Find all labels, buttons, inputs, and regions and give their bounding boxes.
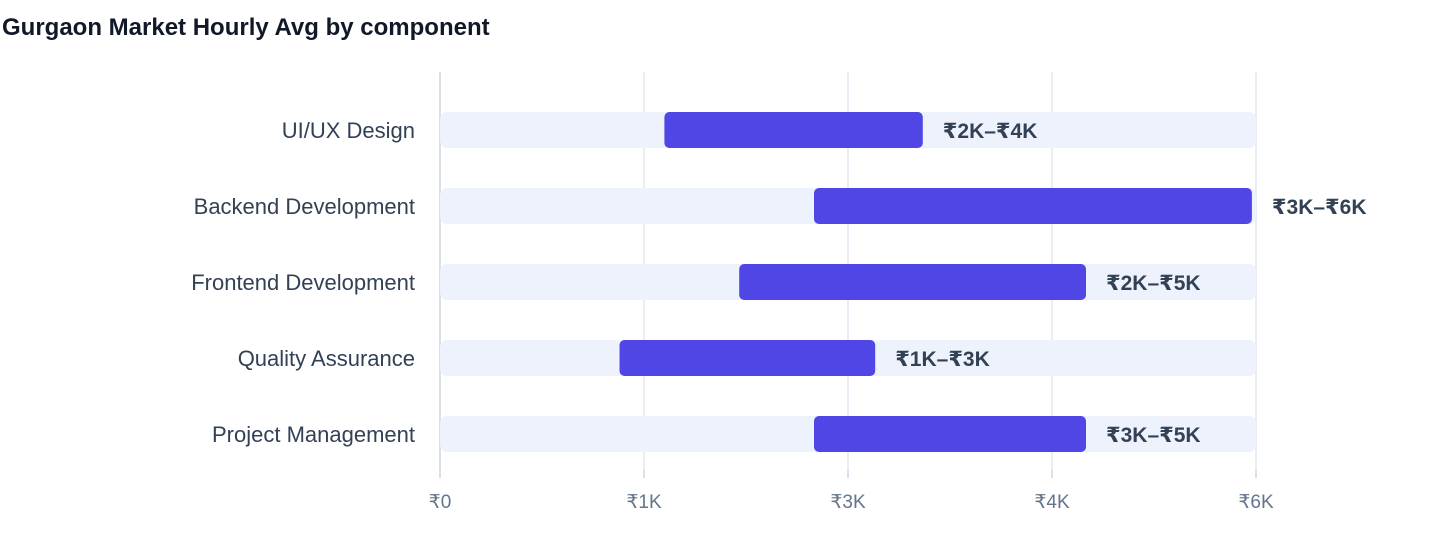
range-bar bbox=[814, 188, 1252, 224]
value-label: ₹3K–₹6K bbox=[1272, 196, 1367, 219]
category-label: Quality Assurance bbox=[238, 346, 415, 371]
chart-title: Gurgaon Market Hourly Avg by component bbox=[2, 14, 490, 41]
range-bar bbox=[739, 264, 1086, 300]
range-bar bbox=[664, 112, 923, 148]
x-tick-label: ₹6K bbox=[1238, 492, 1274, 513]
category-label: Frontend Development bbox=[191, 270, 415, 295]
value-label: ₹3K–₹5K bbox=[1106, 424, 1201, 447]
category-label: Project Management bbox=[212, 422, 415, 447]
x-tick-label: ₹4K bbox=[1034, 492, 1070, 513]
bar-layer bbox=[619, 112, 1252, 452]
value-label: ₹2K–₹5K bbox=[1106, 272, 1201, 295]
category-label: UI/UX Design bbox=[282, 118, 415, 143]
value-label: ₹1K–₹3K bbox=[895, 348, 990, 371]
x-tick-label: ₹3K bbox=[830, 492, 866, 513]
value-label: ₹2K–₹4K bbox=[943, 120, 1038, 143]
range-bar bbox=[619, 340, 876, 376]
category-label: Backend Development bbox=[194, 194, 415, 219]
x-tick-label: ₹0 bbox=[429, 492, 452, 513]
x-tick-label: ₹1K bbox=[626, 492, 662, 513]
tick-layer: ₹0 ₹1K ₹3K ₹4K ₹6K bbox=[429, 492, 1274, 513]
label-layer: UI/UX Design ₹2K–₹4K Backend Development ₹3… bbox=[191, 118, 1366, 447]
range-bar bbox=[814, 416, 1086, 452]
